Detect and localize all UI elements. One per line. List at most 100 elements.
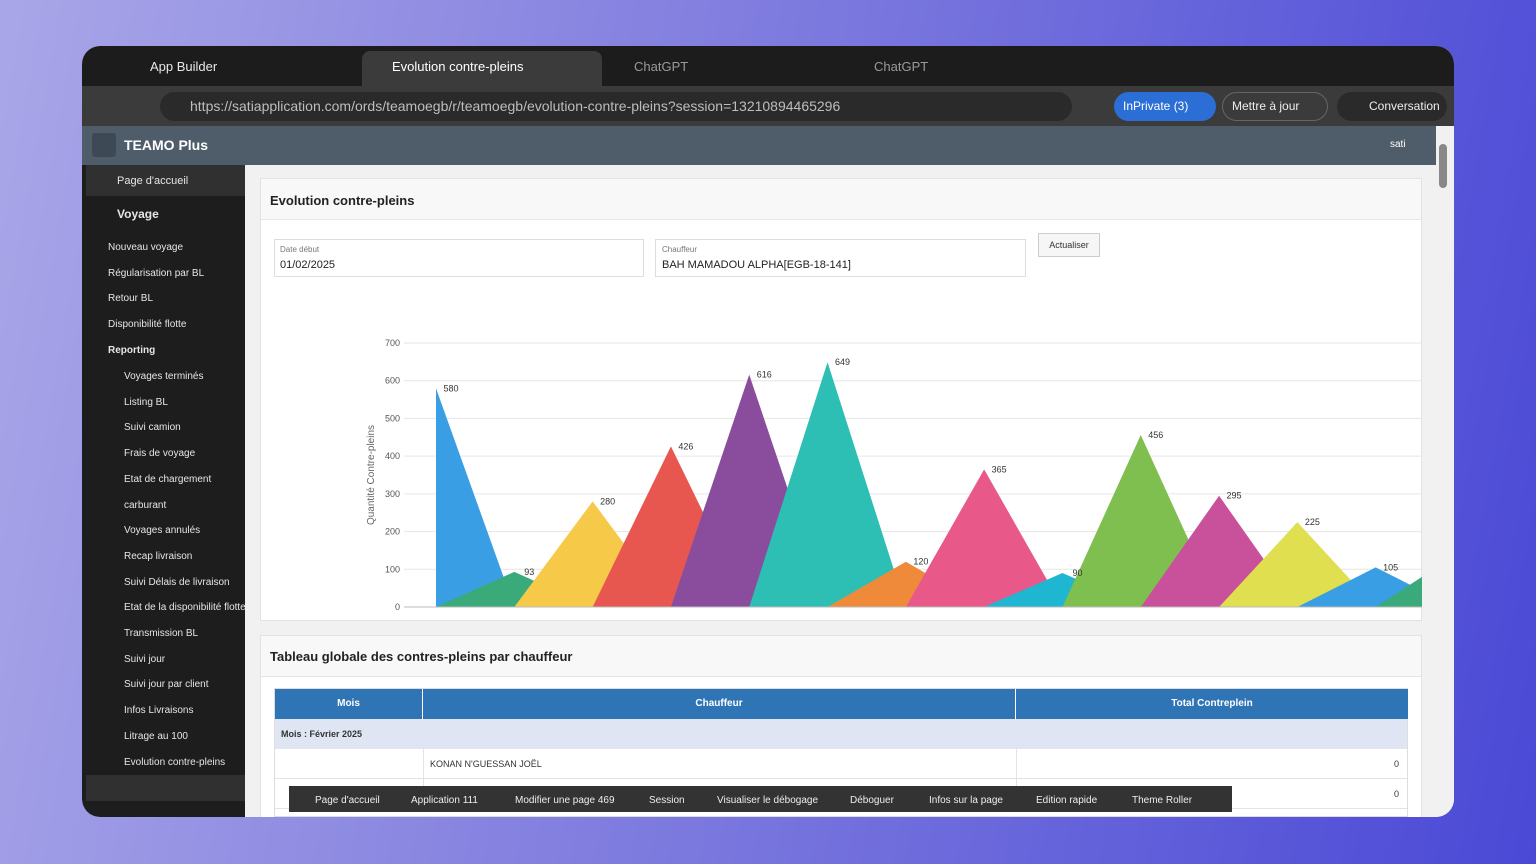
copilot[interactable]: Conversation xyxy=(1337,92,1447,121)
y-tick-label: 0 xyxy=(395,602,400,612)
y-tick-label: 600 xyxy=(385,376,400,386)
nav-item[interactable]: Transmission BL xyxy=(124,628,199,640)
value-label: 365 xyxy=(992,464,1007,474)
dev-item[interactable]: Déboguer xyxy=(850,795,894,806)
region-header xyxy=(261,179,1421,220)
dev-item[interactable]: Theme Roller xyxy=(1132,795,1193,806)
nav-item[interactable]: Voyage xyxy=(117,207,159,221)
nav-items: Nouveau voyage Régularisation par BL Retou… xyxy=(108,235,204,338)
nav-item[interactable]: Voyages terminés xyxy=(124,371,204,382)
region-title: Evolution contre-pleins xyxy=(270,193,415,208)
update-button[interactable]: Mettre à jour xyxy=(1222,92,1328,121)
field-label: Chauffeur xyxy=(662,245,697,254)
value-label: 295 xyxy=(1227,491,1242,501)
nav-item[interactable]: Etat de chargement xyxy=(124,473,212,485)
nav-item[interactable]: Suivi Délais de livraison xyxy=(124,576,230,588)
app-header xyxy=(82,126,1454,165)
value-label: 580 xyxy=(443,383,458,393)
nav-item[interactable]: Frais de voyage xyxy=(124,448,196,460)
chart: 01002003004005006007005802025-02932025-0… xyxy=(366,338,1422,612)
dev-item[interactable]: Visualiser le débogage xyxy=(717,795,819,806)
nav-item[interactable]: Reporting xyxy=(108,345,156,356)
pyramid xyxy=(749,362,906,607)
tab[interactable]: Evolution contre-pleins xyxy=(362,51,602,86)
dev-item[interactable]: Page d'accueil xyxy=(315,795,380,806)
sidebar xyxy=(82,165,245,817)
url[interactable]: https://satiapplication.com/ords/teamoeg… xyxy=(160,92,1072,121)
value-label: 649 xyxy=(835,357,850,367)
nav-active xyxy=(86,165,245,196)
y-tick-label: 300 xyxy=(385,489,400,499)
value-label: 90 xyxy=(1072,568,1082,578)
tab[interactable]: ChatGPT xyxy=(634,59,689,74)
value-label: 105 xyxy=(1383,562,1398,572)
cell: 0 xyxy=(1393,789,1399,799)
field-label: Date début xyxy=(280,245,320,254)
nav-item[interactable]: Suivi camion xyxy=(124,422,181,434)
nav-item[interactable]: carburant xyxy=(124,499,167,511)
cell: 0 xyxy=(1393,759,1399,769)
cell-border xyxy=(1016,749,1017,779)
dev-toolbar: Page d'accueil Application 111 Modifier un… xyxy=(289,786,1232,812)
browser-window: App Builder Evolution contre-pleins Chat… xyxy=(82,46,1454,817)
pyramid xyxy=(1375,576,1422,607)
value-label: 616 xyxy=(757,370,772,380)
y-tick-label: 100 xyxy=(385,564,400,574)
pyramid xyxy=(436,388,515,607)
y-tick-label: 400 xyxy=(385,451,400,461)
dev-item[interactable]: Edition rapide xyxy=(1036,795,1098,806)
driver-field[interactable] xyxy=(655,239,1026,277)
scroll-thumb[interactable] xyxy=(1439,144,1447,188)
nav-item[interactable]: Nouveau voyage xyxy=(108,242,184,253)
value-label: 426 xyxy=(678,441,693,451)
refresh-button[interactable]: Actualiser xyxy=(1038,233,1100,257)
tab[interactable]: ChatGPT xyxy=(874,59,929,74)
value-label: 120 xyxy=(913,557,928,567)
field-value: 01/02/2025 xyxy=(280,259,336,271)
y-tick-label: 200 xyxy=(385,527,400,537)
row xyxy=(275,749,1407,779)
nav-item[interactable]: Evolution contre-pleins xyxy=(124,756,226,768)
cell: KONAN N'GUESSAN JOËL xyxy=(430,759,542,769)
column-header: Total Contreplein xyxy=(1016,689,1409,719)
value-label: 280 xyxy=(600,496,615,506)
pyramid xyxy=(1219,522,1376,607)
nav-item[interactable]: Litrage au 100 xyxy=(124,730,188,742)
pyramid xyxy=(905,469,1063,607)
nav-item[interactable]: Disponibilité flotte xyxy=(108,319,187,331)
nav-item[interactable]: Suivi jour par client xyxy=(124,679,209,691)
value-label: 225 xyxy=(1305,517,1320,527)
user[interactable]: sati xyxy=(1390,139,1406,150)
scrollbar xyxy=(1436,126,1454,817)
nav-item[interactable]: Voyages annulés xyxy=(124,525,201,537)
inprivate[interactable]: InPrivate (3) xyxy=(1114,92,1216,121)
cell-border xyxy=(423,749,424,779)
nav-reports: Voyages terminés Listing BL Suivi camion Fr… xyxy=(124,364,246,775)
nav-item[interactable]: Retour BL xyxy=(108,293,154,305)
nav-item[interactable]: Etat de la disponibilité flotte xyxy=(124,602,246,614)
nav-item[interactable]: Suivi jour xyxy=(124,653,166,665)
nav-item[interactable]: Listing BL xyxy=(124,396,168,408)
dev-item[interactable]: Modifier une page 469 xyxy=(515,795,615,806)
value-label: 456 xyxy=(1148,430,1163,440)
dev-item[interactable]: Application 111 xyxy=(411,795,478,806)
nav-item[interactable]: Régularisation par BL xyxy=(108,267,205,279)
region-title: Tableau globale des contres-pleins par c… xyxy=(270,649,573,664)
app-title: TEAMO Plus xyxy=(124,137,209,153)
tab-bar xyxy=(82,46,1454,86)
pyramid xyxy=(1297,567,1422,607)
nav-item[interactable]: Infos Livraisons xyxy=(124,705,194,717)
nav-item[interactable]: Page d'accueil xyxy=(117,175,189,187)
date-field[interactable] xyxy=(274,239,644,277)
column-header: Mois xyxy=(275,689,423,719)
dev-item[interactable]: Session xyxy=(649,795,685,806)
value-label: 93 xyxy=(524,567,534,577)
region-header xyxy=(261,636,1421,677)
tab[interactable]: App Builder xyxy=(150,59,218,74)
nav-item[interactable]: Recap livraison xyxy=(124,550,193,562)
menu-button[interactable] xyxy=(92,133,116,157)
dev-item[interactable]: Infos sur la page xyxy=(929,795,1003,806)
y-tick-label: 500 xyxy=(385,413,400,423)
group-row: Mois : Février 2025 xyxy=(275,719,1407,749)
